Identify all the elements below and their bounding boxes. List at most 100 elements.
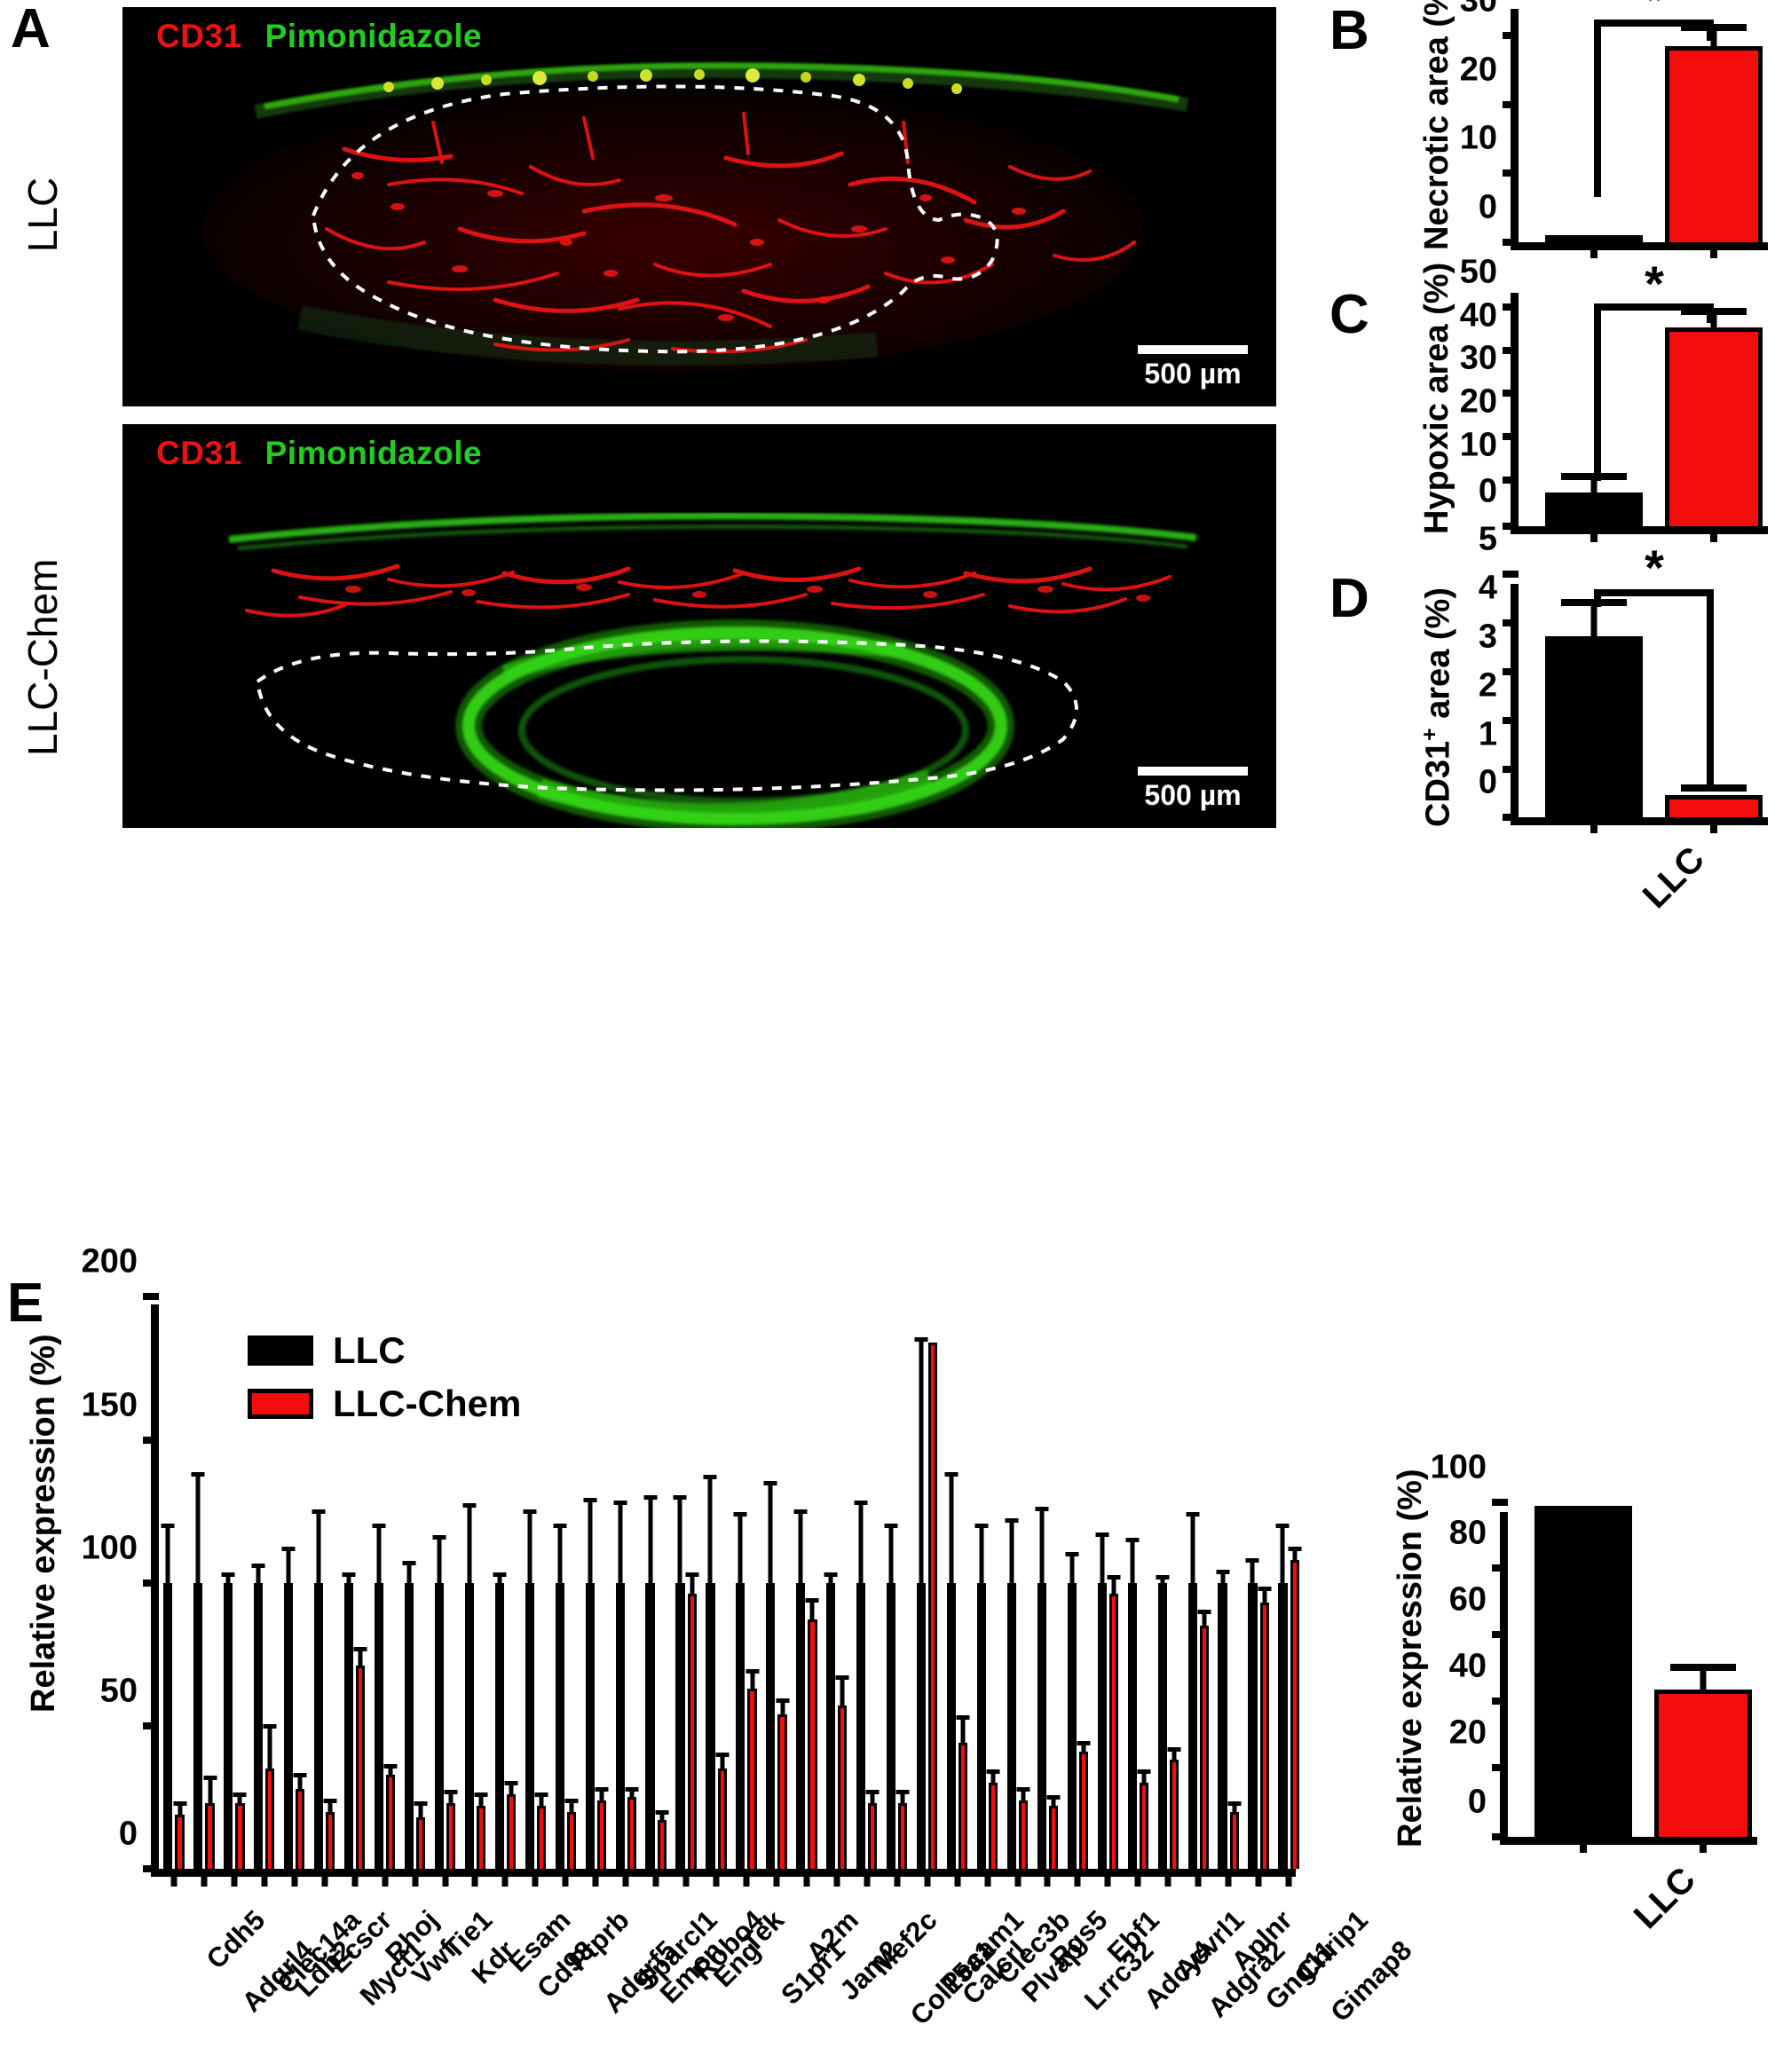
chart-b-xtick-llc-chem bbox=[1710, 242, 1717, 258]
chart-e-errorcap-llc bbox=[1275, 1524, 1290, 1528]
chart-e-errorcap-llc bbox=[854, 1501, 868, 1506]
chart-e-errorbar-llc bbox=[1160, 1577, 1165, 1583]
chart-e-bar-llc bbox=[343, 1582, 354, 1869]
legend-swatch-llc-chem bbox=[248, 1389, 313, 1419]
chart-c-ytick-20 bbox=[1503, 433, 1519, 440]
micro-image-llc-chem: CD31 Pimonidazole bbox=[122, 424, 1276, 828]
chart-e-errorcap-llc bbox=[613, 1501, 627, 1506]
chart-d-ytick-1 bbox=[1503, 766, 1519, 773]
row-label-llc-chem: LLC-Chem bbox=[20, 558, 66, 756]
chart-e-inset-bar-llc bbox=[1534, 1506, 1632, 1837]
chart-e-errorcap-llc bbox=[191, 1471, 205, 1477]
panel-letter-c: C bbox=[1329, 284, 1369, 345]
chart-e-xtick bbox=[1134, 1869, 1141, 1887]
chart-d-ytick-label-2: 2 bbox=[1478, 666, 1497, 705]
chart-e-errorbar-llc-chem bbox=[509, 1783, 514, 1795]
chart-e-xtick bbox=[1195, 1869, 1202, 1887]
chart-e-xtick bbox=[501, 1869, 509, 1887]
chart-e-xtick bbox=[743, 1869, 750, 1887]
chart-e-errorcap-llc bbox=[583, 1497, 597, 1502]
chart-e-xtick bbox=[261, 1869, 268, 1887]
chart-e-bar-llc-chem bbox=[446, 1802, 456, 1869]
chart-e-errorcap-llc bbox=[1095, 1532, 1109, 1537]
chart-e-ytick-label-200: 200 bbox=[81, 1242, 138, 1280]
chart-e-bar-llc bbox=[946, 1582, 957, 1869]
chart-e-errorbar-llc-chem bbox=[539, 1794, 544, 1807]
chart-e-xtick bbox=[562, 1869, 569, 1887]
stain-label-pimonidazole-bottom: Pimonidazole bbox=[264, 435, 483, 471]
chart-e-bar-llc bbox=[464, 1582, 474, 1869]
chart-e-bar-llc bbox=[525, 1582, 534, 1869]
chart-e-bar-llc-chem bbox=[1019, 1800, 1029, 1869]
chart-e-errorbar-llc bbox=[316, 1510, 321, 1583]
chart-e-bar-llc bbox=[494, 1582, 504, 1869]
chart-e-errorbar-llc bbox=[256, 1565, 261, 1583]
chart-e-errorcap-llc-chem bbox=[595, 1786, 609, 1792]
chart-e-inset-plot: 0 20 40 60 80 100 bbox=[1431, 1449, 1757, 1853]
chart-e-inset-ytick-40 bbox=[1492, 1698, 1508, 1705]
legend-label-llc-chem: LLC-Chem bbox=[333, 1383, 522, 1424]
chart-e-errorbar-llc bbox=[467, 1505, 472, 1583]
chart-e-errorcap-llc bbox=[221, 1572, 235, 1577]
chart-e-errorbar-llc bbox=[949, 1473, 954, 1583]
chart-e-errorcap-llc-chem bbox=[865, 1789, 880, 1794]
chart-e-errorcap-llc-chem bbox=[474, 1792, 488, 1798]
chart-e-bar-llc bbox=[675, 1582, 685, 1869]
chart-e-errorcap-llc bbox=[553, 1524, 567, 1528]
chart-d-ytick-3 bbox=[1503, 668, 1519, 675]
chart-e-bar-llc-chem bbox=[1290, 1559, 1299, 1869]
chart-c-ytick-label-10: 10 bbox=[1459, 426, 1497, 464]
chart-e-bar-llc-chem bbox=[868, 1802, 878, 1869]
chart-e-errorbar-llc bbox=[1130, 1540, 1135, 1583]
chart-e-xtick bbox=[321, 1869, 328, 1887]
chart-e-xtick bbox=[894, 1869, 901, 1887]
stain-label-cd31-bottom: CD31 bbox=[156, 435, 242, 471]
chart-e-inset-xlabel-llc: LLC bbox=[1626, 1860, 1703, 1937]
chart-e-errorbar-llc-chem bbox=[750, 1671, 755, 1689]
chart-d-ytick-label-0: 0 bbox=[1478, 763, 1497, 801]
chart-e-bar-llc-chem bbox=[627, 1797, 636, 1869]
chart-e-errorbar-llc bbox=[557, 1525, 563, 1583]
chart-b-bar-llc-chem bbox=[1665, 46, 1763, 242]
micro-content-llc bbox=[122, 7, 1276, 406]
chart-e-bar-llc bbox=[193, 1582, 203, 1869]
chart-d-xtick-llc bbox=[1590, 817, 1598, 833]
chart-e-bar-llc-chem bbox=[506, 1794, 517, 1869]
chart-e-errorcap-llc-chem bbox=[383, 1763, 398, 1769]
chart-b-significance-star: * bbox=[1645, 0, 1664, 25]
chart-e-errorbar-llc-chem bbox=[960, 1717, 966, 1744]
chart-e-xtick bbox=[954, 1869, 961, 1887]
chart-e-bar-llc bbox=[976, 1582, 987, 1869]
chart-e-errorcap-llc bbox=[432, 1534, 446, 1540]
scalebar-text-top: 500 µm bbox=[1144, 358, 1242, 390]
panel-letter-b: B bbox=[1329, 0, 1369, 61]
panel-letter-e: E bbox=[7, 1272, 44, 1334]
chart-e-errorcap-llc-chem bbox=[293, 1772, 307, 1777]
chart-e-xtick bbox=[1014, 1869, 1021, 1887]
chart-e-errorbar-llc bbox=[1280, 1525, 1285, 1583]
chart-e-ytick-100 bbox=[143, 1580, 159, 1587]
chart-e-errorcap-llc-chem bbox=[504, 1781, 518, 1786]
chart-e-errorcap-llc bbox=[462, 1503, 477, 1509]
chart-panel-b: B Necrotic area (%) 0 10 20 30 * bbox=[1322, 0, 1775, 266]
chart-e-bar-llc bbox=[615, 1582, 625, 1869]
chart-e-errorbar-llc-chem bbox=[237, 1794, 242, 1803]
chart-d-xtick-llc-chem bbox=[1710, 817, 1717, 833]
chart-c-ytick-50 bbox=[1503, 303, 1519, 311]
chart-b-errorbar-llc-chem bbox=[1710, 28, 1717, 46]
chart-e-errorcap-llc-chem bbox=[1107, 1575, 1121, 1580]
chart-e-errorcap-llc-chem bbox=[1077, 1741, 1091, 1746]
chart-e-bar-llc-chem bbox=[1199, 1625, 1209, 1869]
chart-e-bar-llc-chem bbox=[1108, 1594, 1118, 1869]
chart-e-errorbar-llc-chem bbox=[599, 1788, 604, 1800]
chart-e-ytick-0 bbox=[143, 1865, 159, 1872]
chart-e-bar-llc-chem bbox=[416, 1816, 426, 1869]
chart-e-errorcap-llc-chem bbox=[323, 1798, 337, 1803]
chart-e-xtick bbox=[924, 1869, 931, 1887]
chart-c-errorbar-llc bbox=[1590, 478, 1598, 492]
chart-d-significance-star: * bbox=[1645, 540, 1664, 595]
chart-e-inset-ytick-80 bbox=[1492, 1564, 1508, 1572]
chart-e-plot: 0 50 100 150 200 LLC LLC-Chem bbox=[82, 1243, 1302, 1887]
chart-e-errorbar-llc bbox=[768, 1482, 773, 1583]
chart-b-ytick-20 bbox=[1503, 101, 1519, 108]
